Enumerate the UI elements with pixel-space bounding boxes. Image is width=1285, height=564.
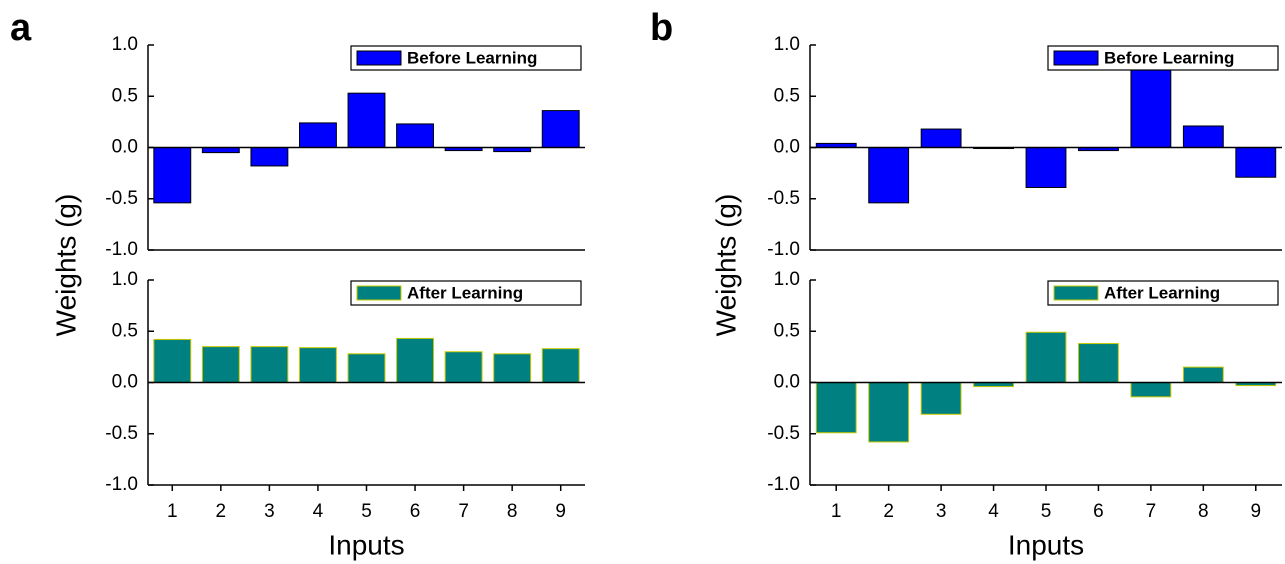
- legend-label: Before Learning: [1104, 48, 1234, 67]
- x-tick-label: 2: [883, 501, 894, 522]
- bar: [201, 346, 240, 383]
- panel-label: a: [10, 7, 32, 49]
- bar: [493, 353, 532, 383]
- x-tick-label: 4: [313, 501, 324, 522]
- bar: [347, 92, 386, 149]
- bar: [153, 338, 192, 384]
- bar: [920, 382, 962, 415]
- legend-label: After Learning: [407, 283, 523, 302]
- y-tick-label: -1.0: [767, 474, 800, 495]
- bar: [250, 346, 289, 383]
- bar: [541, 110, 580, 148]
- bar: [1235, 147, 1277, 178]
- bar: [541, 348, 580, 383]
- y-tick-label: 0.0: [112, 372, 138, 393]
- bar: [1130, 68, 1172, 148]
- y-tick-label: 1.0: [112, 269, 138, 290]
- x-tick-label: 6: [410, 501, 421, 522]
- x-tick-label: 1: [831, 501, 842, 522]
- bar: [868, 147, 910, 204]
- x-tick-label: 8: [507, 501, 518, 522]
- y-tick-label: -0.5: [105, 188, 138, 209]
- bar: [347, 353, 386, 383]
- y-axis-label: Weights (g): [710, 194, 741, 337]
- legend-swatch: [1053, 50, 1099, 66]
- y-tick-label: -0.5: [767, 423, 800, 444]
- y-tick-label: 0.5: [112, 85, 138, 106]
- bar: [444, 351, 483, 383]
- x-tick-label: 9: [1250, 501, 1261, 522]
- y-tick-label: 1.0: [774, 269, 800, 290]
- y-tick-label: -0.5: [767, 188, 800, 209]
- x-tick-label: 5: [1041, 501, 1052, 522]
- bar: [250, 147, 289, 167]
- x-tick-label: 7: [458, 501, 469, 522]
- bar: [298, 347, 337, 383]
- y-tick-label: 0.0: [774, 137, 800, 158]
- bar: [298, 122, 337, 149]
- bar: [1130, 382, 1172, 398]
- bar: [920, 128, 962, 149]
- bar: [1078, 343, 1119, 383]
- x-axis-label: Inputs: [328, 529, 404, 560]
- panel-label: b: [650, 7, 673, 49]
- legend-swatch: [356, 50, 402, 66]
- bar: [1182, 366, 1224, 383]
- y-tick-label: 0.0: [112, 137, 138, 158]
- bar: [201, 147, 240, 154]
- y-tick-label: 1.0: [112, 34, 138, 55]
- x-tick-label: 7: [1146, 501, 1157, 522]
- y-tick-label: -0.5: [105, 423, 138, 444]
- x-axis-label: Inputs: [1008, 529, 1084, 560]
- bar: [396, 123, 435, 149]
- bar: [153, 147, 192, 204]
- legend-swatch: [1053, 285, 1099, 301]
- bar: [1025, 331, 1067, 383]
- bar: [396, 337, 435, 383]
- legend-swatch: [356, 285, 402, 301]
- y-tick-label: 0.5: [774, 85, 800, 106]
- y-tick-label: 0.5: [774, 320, 800, 341]
- bar: [815, 382, 857, 434]
- x-tick-label: 8: [1198, 501, 1209, 522]
- bar: [1182, 125, 1224, 148]
- y-tick-label: -1.0: [105, 474, 138, 495]
- legend-label: After Learning: [1104, 283, 1220, 302]
- x-tick-label: 9: [555, 501, 566, 522]
- y-tick-label: -1.0: [767, 239, 800, 260]
- x-tick-label: 6: [1093, 501, 1104, 522]
- x-tick-label: 3: [936, 501, 947, 522]
- legend-label: Before Learning: [407, 48, 537, 67]
- x-tick-label: 2: [216, 501, 227, 522]
- y-tick-label: 1.0: [774, 34, 800, 55]
- x-tick-label: 5: [361, 501, 372, 522]
- x-tick-label: 1: [167, 501, 178, 522]
- y-axis-label: Weights (g): [50, 194, 81, 337]
- y-tick-label: 0.0: [774, 372, 800, 393]
- x-tick-label: 4: [988, 501, 999, 522]
- y-tick-label: 0.5: [112, 320, 138, 341]
- x-tick-label: 3: [264, 501, 275, 522]
- bar: [868, 382, 910, 443]
- bar: [1025, 147, 1067, 188]
- y-tick-label: -1.0: [105, 239, 138, 260]
